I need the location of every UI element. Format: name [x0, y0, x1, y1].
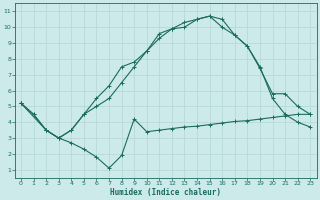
X-axis label: Humidex (Indice chaleur): Humidex (Indice chaleur)	[110, 188, 221, 197]
